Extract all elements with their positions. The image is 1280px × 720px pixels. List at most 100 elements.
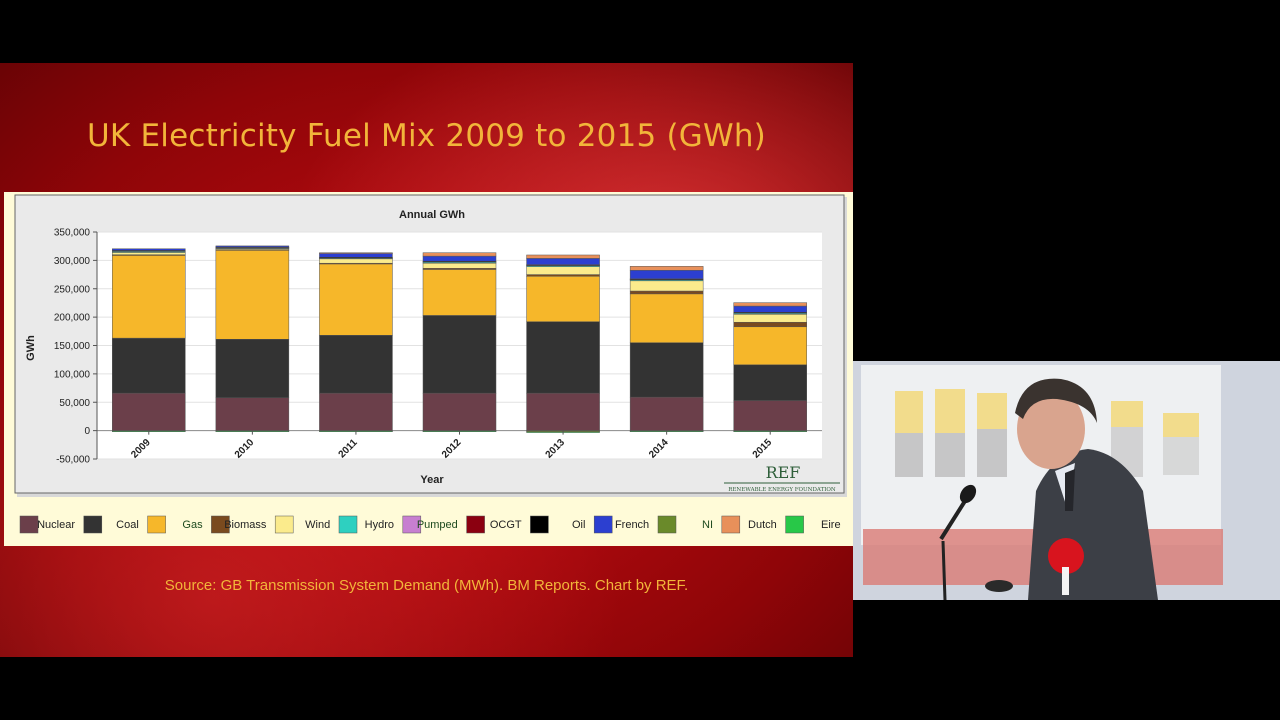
legend-label-ocgt: OCGT [490,519,522,531]
legend-swatch-pumped [402,515,422,534]
y-tick-label: 200,000 [54,313,91,324]
chart-panel: -50,000 0 50,000 100,000 150,000 200,000 250,0… [4,192,853,546]
slide-title: UK Electricity Fuel Mix 2009 to 2015 (GW… [87,118,766,154]
bar-segment-french [422,255,497,262]
bar-segment-biomass [629,290,704,295]
legend-swatch-ni [657,515,677,534]
y-tick-label: 50,000 [59,398,90,409]
legend: Nuclear Coal Gas Biomass Wind Hydro Pumped OCGT… [19,515,841,534]
bar-segment-wind [422,262,497,269]
legend-label-ni: NI [702,519,713,531]
y-tick-label: 300,000 [54,256,91,267]
bar-segment-dutch [422,252,497,257]
bar-segment-french [629,270,704,280]
bar-segment-biomass [526,274,600,277]
bar-segment-gas [526,276,600,322]
legend-label-eire: Eire [821,519,841,531]
legend-label-dutch: Dutch [748,519,777,531]
speaker-video-feed [853,361,1280,600]
legend-label-hydro: Hydro [365,519,394,531]
legend-swatch-eire [785,515,804,534]
rosette-ribbon [1062,567,1069,595]
bar-segment-biomass [733,321,807,328]
bar-segment-coal [112,337,186,394]
y-tick-label: 150,000 [54,341,91,352]
y-tick-label: 0 [84,426,90,437]
remote-clicker [985,580,1013,592]
legend-swatch-french [593,515,613,534]
bar-segment-french [112,248,186,251]
y-tick-label: 250,000 [54,284,91,295]
bar-segment-wind [319,258,393,264]
y-tick-label: -50,000 [56,455,90,466]
legend-swatch-ocgt [466,515,485,534]
ref-logo: REF RENEWABLE ENERGY FOUNDATION [724,463,840,493]
bar-segment-coal [733,364,807,401]
bar-segment-gas [112,255,186,339]
mic-body [939,499,967,541]
legend-label-biomass: Biomass [224,519,267,531]
bar-segment-wind [112,252,186,255]
legend-label-gas: Gas [182,519,203,531]
legend-swatch-oil [530,515,549,534]
legend-swatch-wind [274,515,294,534]
x-axis-label: Year [420,474,444,486]
y-tick-label: 100,000 [54,369,91,380]
bar-segment-french [215,245,290,248]
mic-head [959,484,977,504]
legend-label-nuclear: Nuclear [37,519,75,531]
bar-segment-french [733,305,807,313]
bar-segment-gas [629,293,704,343]
stacked-bar-chart: -50,000 0 50,000 100,000 150,000 200,000 250,0… [14,194,847,534]
bar-segment-dutch [526,254,600,259]
y-axis-label: GWh [25,335,37,361]
bar-segment-gas [422,269,497,316]
source-note: Source: GB Transmission System Demand (M… [164,577,689,594]
legend-swatch-dutch [721,515,741,534]
bar-segment-dutch [319,252,393,254]
legend-swatch-coal [83,515,103,534]
bar-segment-dutch [733,302,807,307]
bar-segment-coal [526,321,600,394]
bar-segment-nuclear [319,392,393,431]
bar-segment-coal [629,342,704,398]
legend-label-oil: Oil [572,519,585,531]
y-tick-labels: -50,000 0 50,000 100,000 150,000 200,000 250,0… [54,228,97,466]
ref-logo-subtext: RENEWABLE ENERGY FOUNDATION [728,487,836,493]
legend-label-wind: Wind [305,519,330,531]
bar-segment-nuclear [422,392,497,431]
legend-swatch-biomass [211,515,230,534]
projected-chart-bars [895,389,1199,477]
bar-segment-nuclear [629,396,704,431]
legend-label-coal: Coal [116,519,139,531]
bar-segment-gas [215,249,290,340]
bar-segment-nuclear [526,392,600,431]
presentation-slide: UK Electricity Fuel Mix 2009 to 2015 (GW… [0,63,853,657]
bar-segment-coal [319,335,393,394]
bar-segment-coal [215,339,290,398]
bar-segment-wind [629,280,704,292]
bar-segment-gas [319,263,393,336]
bar-segment-gas [733,326,807,366]
speaker-tie [1065,469,1075,511]
bar-segment-nuclear [733,400,807,431]
bar-segment-wind [733,314,807,323]
red-rosette [1048,538,1084,574]
bar-segment-french [526,258,600,265]
legend-label-french: French [615,519,649,531]
bar-segment-nuclear [112,392,186,431]
bar-segment-wind [526,266,600,275]
bar-segment-coal [422,315,497,394]
bar-segment-nuclear [215,397,290,431]
mic-stand [941,540,947,600]
bar-segment-french [319,253,393,258]
legend-swatch-nuclear [19,515,39,534]
y-tick-label: 350,000 [54,228,91,239]
speaker-video-frame [853,361,1280,600]
legend-swatch-hydro [338,515,358,534]
legend-swatch-gas [147,515,166,534]
bars [112,245,807,433]
legend-label-pumped: Pumped [417,519,458,531]
speaker-hair [1015,378,1097,423]
ref-logo-mark: REF [766,463,801,482]
